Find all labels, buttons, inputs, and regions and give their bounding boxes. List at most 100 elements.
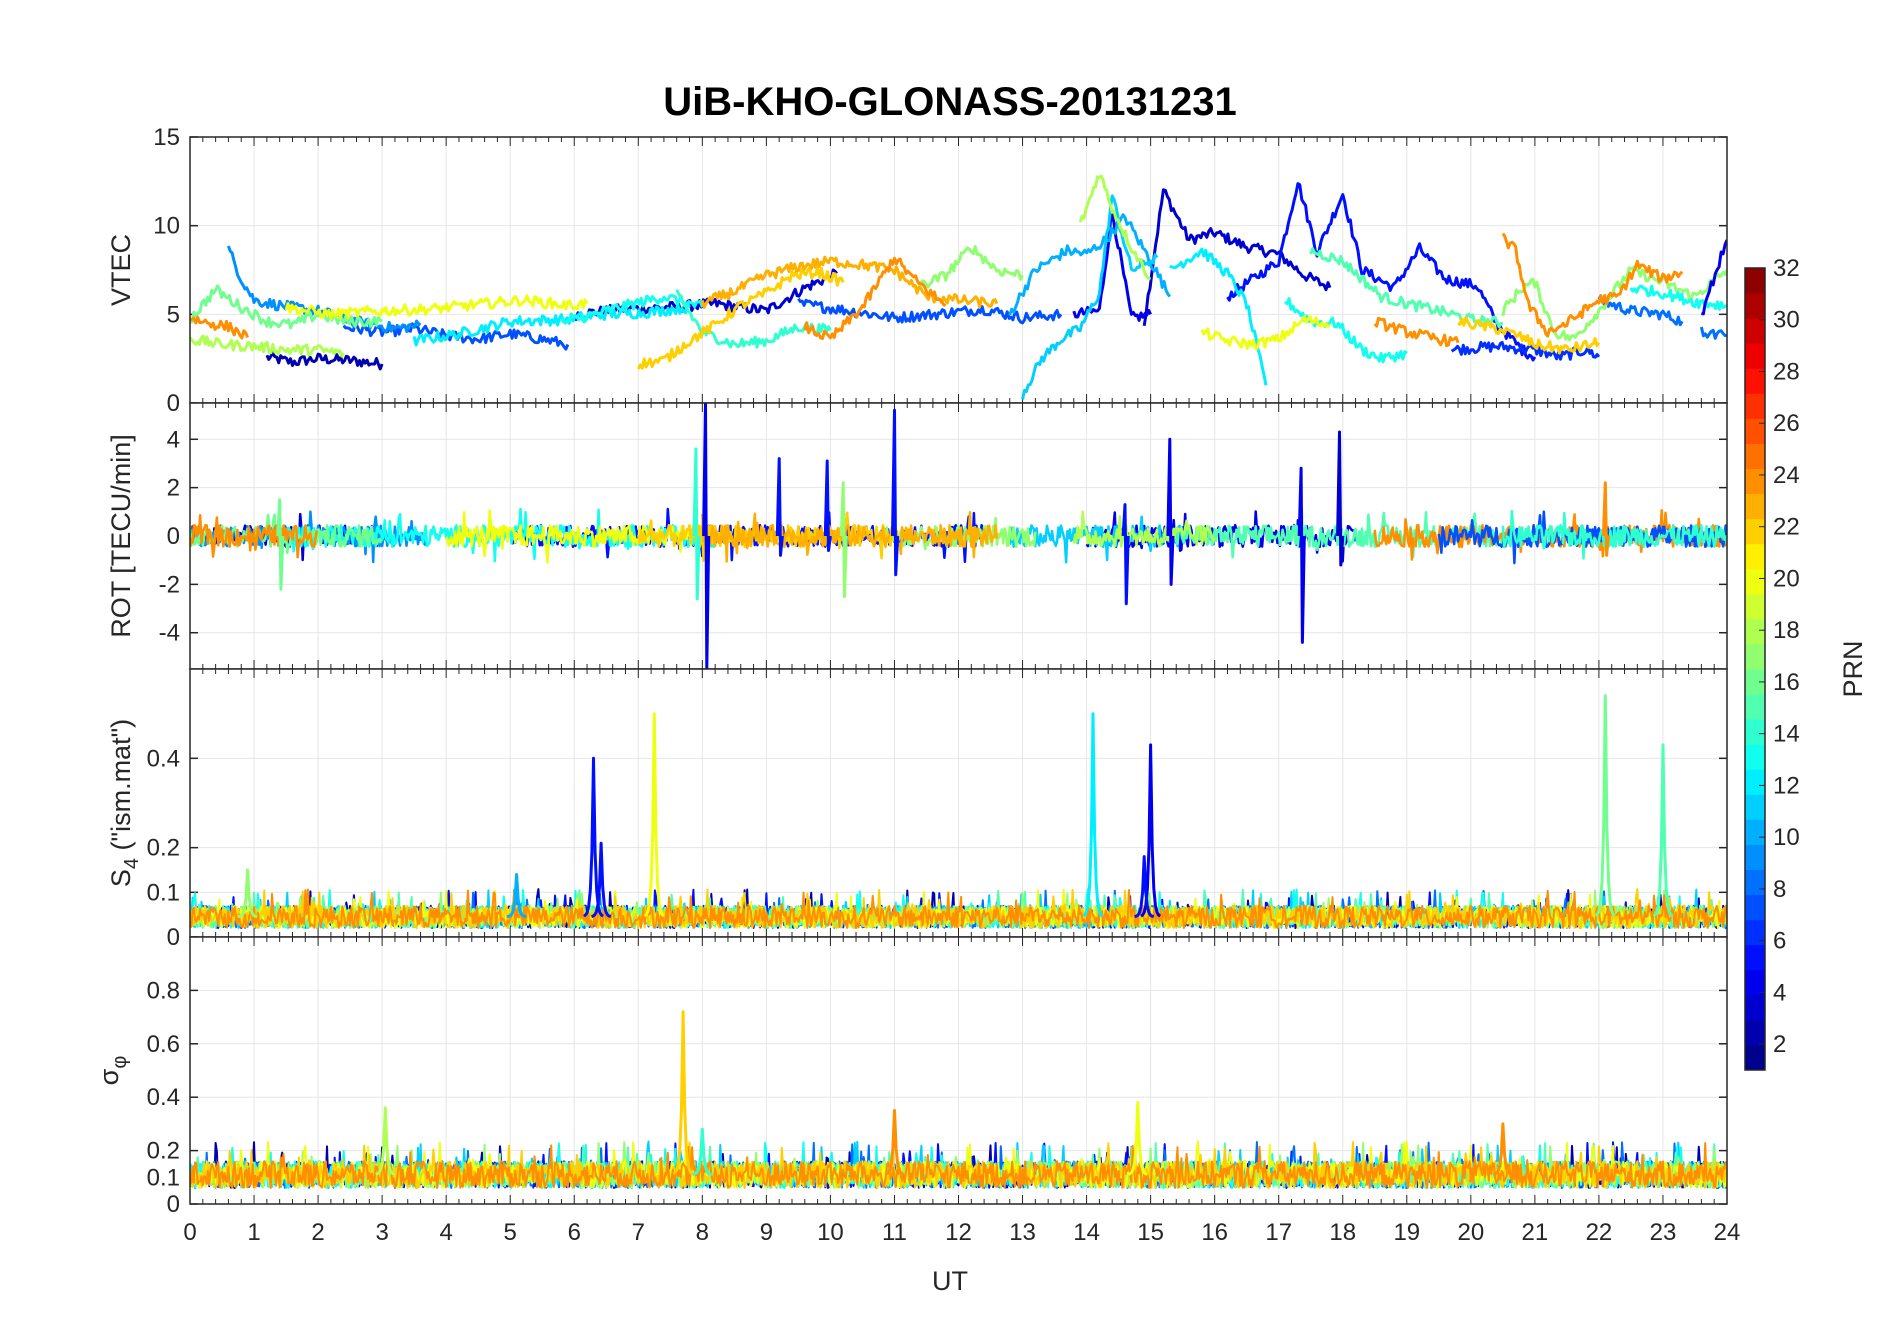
y-axis-label-main: S xyxy=(106,869,136,887)
spike-prn-16 xyxy=(1594,694,1616,917)
x-tick-label: 0 xyxy=(183,1219,196,1246)
colorbar-tick-label: 12 xyxy=(1773,772,1800,799)
x-tick-label: 8 xyxy=(696,1219,709,1246)
vtec-series-prn-2 xyxy=(265,351,384,371)
x-tick-label: 24 xyxy=(1714,1219,1741,1246)
x-tick-label: 4 xyxy=(439,1219,452,1246)
vtec-series-prn-24 xyxy=(1501,232,1684,338)
vtec-series-prn-7 xyxy=(797,297,1063,325)
colorbar-segment xyxy=(1745,694,1765,720)
colorbar-label: PRN xyxy=(1838,640,1868,697)
spike-prn-4 xyxy=(1140,743,1162,918)
x-tick-label: 6 xyxy=(568,1219,581,1246)
colorbar-tick-label: 22 xyxy=(1773,514,1800,541)
rot-spike-prn-4 xyxy=(1297,466,1306,644)
colorbar-segment xyxy=(1745,1019,1765,1046)
y-tick-label: -2 xyxy=(159,571,180,598)
colorbar-segment xyxy=(1745,318,1765,344)
colorbar-segment xyxy=(1745,268,1765,294)
spike-prn-17 xyxy=(237,868,258,919)
colorbar-segment xyxy=(1745,969,1765,996)
y-tick-label: 0 xyxy=(167,924,180,951)
x-tick-label: 17 xyxy=(1265,1219,1292,1246)
colorbar-segment xyxy=(1745,568,1765,595)
spike-prn-20 xyxy=(643,712,665,918)
colorbar-frame xyxy=(1744,267,1766,1071)
colorbar-segment xyxy=(1745,719,1765,745)
spike-prn-24 xyxy=(884,1109,905,1176)
series-group xyxy=(190,694,1727,930)
y-tick-label: 5 xyxy=(167,301,180,328)
y-axis-label: ROT [TECU/min] xyxy=(106,434,136,638)
colorbar-tick-label: 8 xyxy=(1773,876,1786,903)
x-tick-label: 19 xyxy=(1393,1219,1420,1246)
colorbar-tick-label: 6 xyxy=(1773,928,1786,955)
colorbar-tick-label: 16 xyxy=(1773,669,1800,696)
vtec-series-prn-20 xyxy=(284,294,589,321)
x-tick-label: 13 xyxy=(1009,1219,1036,1246)
colorbar-segment xyxy=(1745,443,1765,469)
vtec-series-prn-24 xyxy=(803,256,947,340)
colorbar-segment xyxy=(1745,518,1765,545)
colorbar-tick-label: 26 xyxy=(1773,410,1800,437)
vtec-series-prn-12 xyxy=(1169,247,1268,386)
vtec-series-prn-17 xyxy=(918,245,1024,289)
y-tick-label: 0.6 xyxy=(147,1031,180,1058)
spike-prn-22 xyxy=(672,1010,694,1176)
series-prn-22 xyxy=(190,888,1727,930)
y-tick-label: 0 xyxy=(167,1191,180,1218)
y-axis-label: σφ xyxy=(94,1056,131,1086)
x-tick-label: 7 xyxy=(632,1219,645,1246)
y-tick-label: 15 xyxy=(153,124,180,151)
colorbar-tick-label: 14 xyxy=(1773,721,1800,748)
vtec-series-prn-18 xyxy=(1078,174,1151,281)
y-axis-label: VTEC xyxy=(106,234,136,306)
rot-series-prn-24 xyxy=(190,514,319,559)
series-prn-24 xyxy=(190,1142,1727,1189)
colorbar-segment xyxy=(1745,1044,1765,1071)
colorbar-segment xyxy=(1745,343,1765,369)
colorbar-segment xyxy=(1745,618,1765,645)
spike-prn-20 xyxy=(1127,1101,1148,1176)
rot-spike-prn-5 xyxy=(1121,503,1130,606)
spike-prn-5 xyxy=(1134,855,1155,919)
x-tick-label: 15 xyxy=(1137,1219,1164,1246)
y-tick-label: 0 xyxy=(167,390,180,417)
x-axis-label: UT xyxy=(932,1266,968,1296)
vtec-series-prn-8 xyxy=(1699,326,1727,340)
colorbar-segment xyxy=(1745,669,1765,695)
series-group xyxy=(190,174,1727,400)
series-group xyxy=(190,403,1727,669)
rot-spike-prn-4 xyxy=(702,403,711,669)
colorbar-segment xyxy=(1745,293,1765,319)
x-axis: 0 1 2 3 4 5 6 7 8 9 10 11 12 13 14 15 16 17 18 19 20 21 22 23 24 xyxy=(183,1219,1740,1246)
y-tick-label: 0.1 xyxy=(147,1164,180,1191)
colorbar-segment xyxy=(1745,543,1765,570)
y-tick-label: -4 xyxy=(159,620,180,647)
y-tick-label: 4 xyxy=(167,426,180,453)
spike-prn-10 xyxy=(506,873,527,919)
rot-spike-prn-4 xyxy=(1166,437,1175,586)
panel-1: 0 5 10 15 VTEC xyxy=(106,124,1728,417)
vtec-series-prn-3 xyxy=(1142,188,1332,327)
colorbar-segment xyxy=(1745,869,1765,896)
x-tick-label: 18 xyxy=(1329,1219,1356,1246)
colorbar-segment xyxy=(1745,894,1765,921)
vtec-series-prn-20 xyxy=(1200,315,1331,351)
y-tick-label: 0.4 xyxy=(147,1084,180,1111)
y-tick-label: 0.2 xyxy=(147,835,180,862)
x-tick-label: 11 xyxy=(882,1219,907,1246)
spike-prn-5 xyxy=(591,841,612,919)
rot-spike-prn-14 xyxy=(692,447,701,601)
colorbar-segment xyxy=(1745,368,1765,394)
rot-spike-prn-16 xyxy=(276,498,285,591)
y-axis-label: S4 ("ism.mat") xyxy=(106,719,143,887)
rot-spike-prn-5 xyxy=(823,459,832,552)
colorbar-segment xyxy=(1745,819,1765,845)
spike-prn-24 xyxy=(1492,1122,1513,1176)
y-axis-label-sub: φ xyxy=(109,1056,131,1069)
series-group xyxy=(190,1010,1727,1189)
